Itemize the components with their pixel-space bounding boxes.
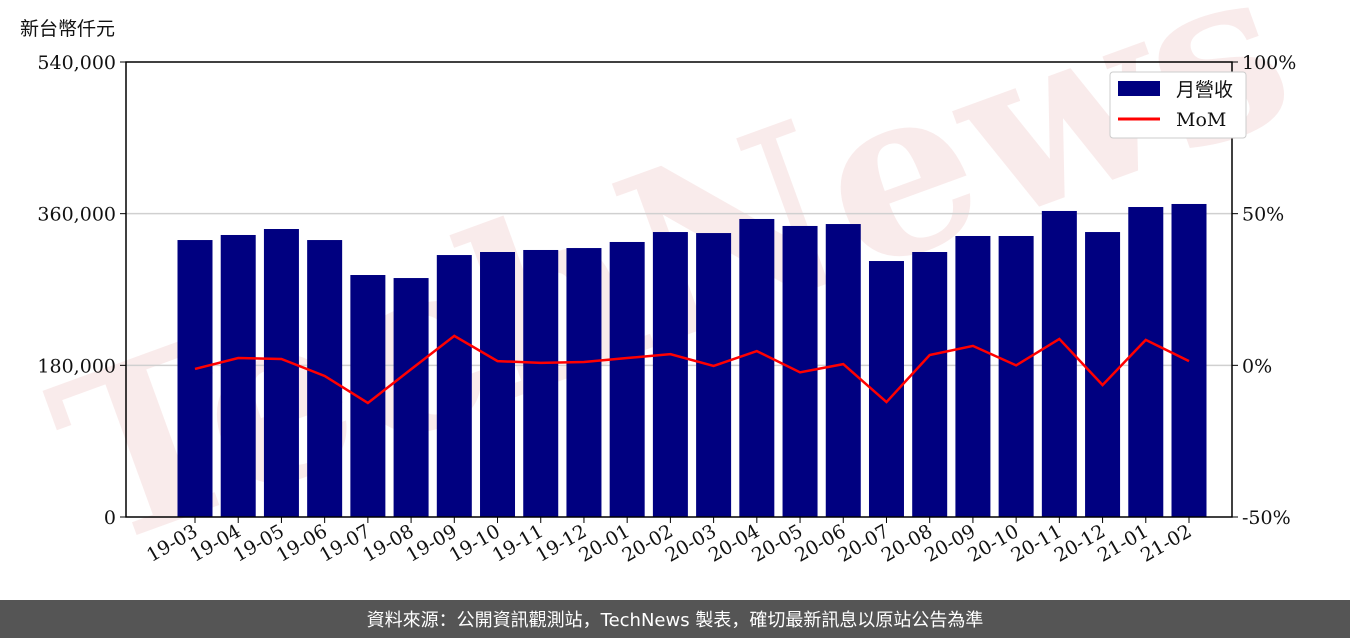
revenue-chart: TechNews0180,000360,000540,000-50%0%50%1… (24, 0, 1321, 600)
legend-label-revenue: 月營收 (1176, 79, 1233, 101)
legend-label-mom: MoM (1176, 109, 1226, 131)
bar-20-02 (652, 232, 688, 517)
bar-20-09 (955, 235, 991, 518)
bar-20-06 (825, 224, 861, 517)
bar-20-08 (912, 252, 948, 517)
left-tick-label: 360,000 (37, 204, 116, 226)
right-tick-label: 100% (1242, 52, 1296, 74)
right-tick-label: 0% (1242, 355, 1272, 377)
bar-21-01 (1128, 207, 1164, 517)
bar-19-08 (393, 278, 429, 517)
mom-line (194, 334, 1190, 405)
bar-20-04 (739, 218, 775, 517)
legend: 月營收 MoM (1109, 71, 1247, 139)
bar-20-10 (998, 235, 1034, 518)
footer-source-note: 資料來源：公開資訊觀測站，TechNews 製表，確切最新訊息以原站公告為準 (0, 600, 1350, 638)
y-axis-unit-label: 新台幣仟元 (20, 18, 116, 40)
right-tick-label: 50% (1242, 204, 1284, 226)
x-tick-label: 21-02 (1137, 520, 1195, 566)
bar-19-12 (566, 248, 602, 518)
bar-20-01 (609, 241, 645, 517)
right-tick-label: -50% (1242, 507, 1291, 529)
bar-19-10 (480, 252, 516, 517)
bar-19-03 (177, 240, 213, 518)
bar-20-03 (696, 233, 732, 517)
bar-19-05 (263, 229, 299, 518)
bar-19-06 (307, 240, 343, 518)
left-tick-label: 0 (104, 507, 116, 529)
bar-20-12 (1085, 232, 1121, 517)
plot-frame (125, 61, 1233, 518)
left-tick-label: 540,000 (37, 52, 116, 74)
bar-19-09 (436, 255, 472, 517)
legend-bar-swatch (1118, 81, 1160, 96)
bar-20-11 (1041, 210, 1077, 517)
bar-19-11 (523, 249, 559, 517)
left-tick-label: 180,000 (37, 355, 116, 377)
bar-19-04 (220, 234, 256, 517)
